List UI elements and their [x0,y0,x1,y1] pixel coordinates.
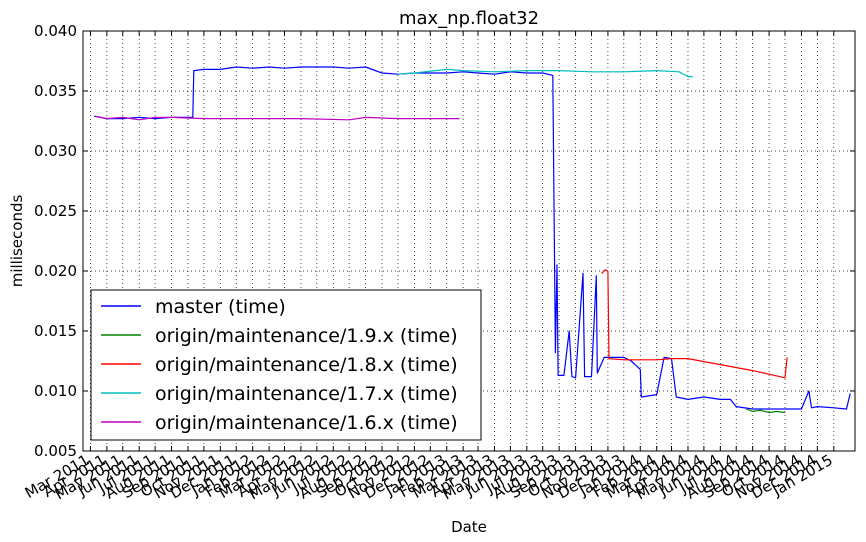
axis-ticks [83,30,855,452]
plot-frame [82,30,856,452]
y-tick-label: 0.040 [34,22,77,40]
legend-label: origin/maintenance/1.8.x (time) [155,354,458,376]
y-tick-label: 0.025 [34,202,77,220]
series-line-2 [746,408,786,414]
y-tick-label: 0.020 [34,262,77,280]
chart-title: max_np.float32 [399,8,539,29]
series-line-1 [93,66,851,410]
x-axis-title: Date [451,518,487,536]
legend-label: origin/maintenance/1.6.x (time) [155,412,458,434]
legend: master (time) origin/maintenance/1.9.x (t… [90,289,482,441]
y-tick-label: 0.005 [34,442,77,460]
legend-box [90,289,482,441]
series-lines [93,66,851,414]
y-axis-title: milliseconds [8,195,26,288]
y-tick-label: 0.010 [34,382,77,400]
legend-label: master (time) [155,296,286,318]
series-line-5 [95,115,460,121]
legend-label: origin/maintenance/1.9.x (time) [155,325,458,347]
y-tick-label: 0.035 [34,82,77,100]
y-tick-label: 0.015 [34,322,77,340]
y-tick-labels: 0.005 0.010 0.015 0.020 0.025 0.030 0.035 0.040 [34,22,77,460]
y-tick-label: 0.030 [34,142,77,160]
series-line-4 [397,68,693,78]
series-line-3 [601,269,788,379]
legend-label: origin/maintenance/1.7.x (time) [155,383,458,405]
